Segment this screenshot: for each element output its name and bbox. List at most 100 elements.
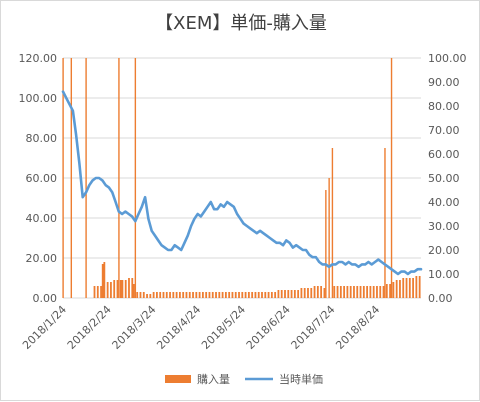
y-right-tick-label: 40.00	[428, 196, 460, 209]
bar	[325, 190, 327, 298]
bar	[85, 58, 87, 298]
bar	[221, 292, 224, 298]
bar	[366, 286, 369, 298]
y-right-tick-label: 90.00	[428, 76, 460, 89]
bar	[238, 292, 240, 298]
bar	[119, 280, 122, 298]
bar	[192, 292, 194, 298]
bar	[128, 278, 130, 298]
bar	[320, 286, 323, 298]
x-tick-label: 2018/5/24	[199, 303, 248, 352]
bar	[353, 286, 355, 298]
bar	[118, 58, 120, 298]
bar	[280, 290, 283, 298]
series-line	[61, 90, 423, 276]
bar	[261, 292, 263, 298]
bar	[241, 292, 244, 298]
x-tick-label: 2018/7/24	[289, 303, 338, 352]
y-right-tick-label: 20.00	[428, 244, 460, 257]
y-right-tick-label: 0.00	[428, 292, 453, 305]
bar	[392, 282, 395, 298]
y-right-tick-label: 60.00	[428, 148, 460, 161]
bar	[195, 292, 198, 298]
bar	[384, 148, 386, 298]
bar	[100, 286, 102, 298]
bar	[402, 278, 405, 298]
bar	[412, 278, 414, 298]
bar	[277, 290, 280, 298]
bar	[116, 280, 119, 298]
bar	[418, 276, 421, 298]
bar	[146, 294, 148, 298]
line-series	[61, 90, 423, 276]
bar	[178, 292, 181, 298]
y-right-tick-label: 100.00	[428, 52, 467, 65]
bar	[343, 286, 346, 298]
bar	[264, 292, 267, 298]
bar	[165, 292, 168, 298]
bar	[211, 292, 214, 298]
bar	[339, 286, 342, 298]
bar	[228, 292, 231, 298]
y-right-tick-label: 70.00	[428, 124, 460, 137]
bar	[101, 264, 104, 298]
bar	[70, 58, 73, 298]
bar	[372, 286, 375, 298]
bar	[188, 292, 191, 298]
bar	[149, 294, 152, 298]
bar	[333, 286, 336, 298]
x-tick-label: 2018/8/24	[333, 303, 382, 352]
bar	[349, 286, 352, 298]
bar	[96, 286, 99, 298]
bar	[395, 280, 398, 298]
bar	[251, 292, 254, 298]
bar	[331, 148, 334, 298]
y-left-tick-label: 100.00	[19, 92, 58, 105]
bar	[362, 286, 365, 298]
bar	[169, 292, 171, 298]
bar	[185, 292, 188, 298]
y-right-tick-label: 80.00	[428, 100, 460, 113]
bar	[336, 286, 339, 298]
bar	[408, 278, 411, 298]
bar	[106, 282, 109, 298]
bar	[208, 292, 211, 298]
bar	[346, 286, 349, 298]
bar	[399, 280, 401, 298]
bar	[382, 286, 385, 298]
bar	[254, 292, 257, 298]
y-right-tick-label: 10.00	[428, 268, 460, 281]
legend-swatch-bar	[165, 375, 191, 383]
bar	[293, 290, 296, 298]
x-tick-label: 2018/4/24	[154, 303, 203, 352]
bar	[247, 292, 250, 298]
bar	[313, 286, 316, 298]
bar	[215, 292, 217, 298]
bar	[415, 276, 418, 298]
x-tick-label: 2018/3/24	[110, 303, 159, 352]
x-tick-label: 2018/1/24	[20, 303, 69, 352]
bar	[323, 288, 326, 298]
bar	[267, 292, 270, 298]
bar	[316, 286, 319, 298]
bar	[198, 292, 201, 298]
bar	[300, 288, 303, 298]
bar	[224, 292, 227, 298]
grid-lines	[63, 57, 421, 299]
bar	[284, 290, 286, 298]
bar	[133, 284, 135, 298]
bar	[290, 290, 293, 298]
y-left-tick-label: 40.00	[26, 212, 58, 225]
bar	[205, 292, 208, 298]
bar	[390, 58, 393, 298]
bar	[244, 292, 247, 298]
legend-label-line: 当時単価	[279, 372, 323, 386]
bar	[62, 58, 64, 298]
bar	[175, 292, 178, 298]
y-right-tick-label: 50.00	[428, 172, 460, 185]
bar	[201, 292, 204, 298]
bar	[136, 292, 139, 298]
bar	[385, 284, 388, 298]
bar	[218, 292, 221, 298]
